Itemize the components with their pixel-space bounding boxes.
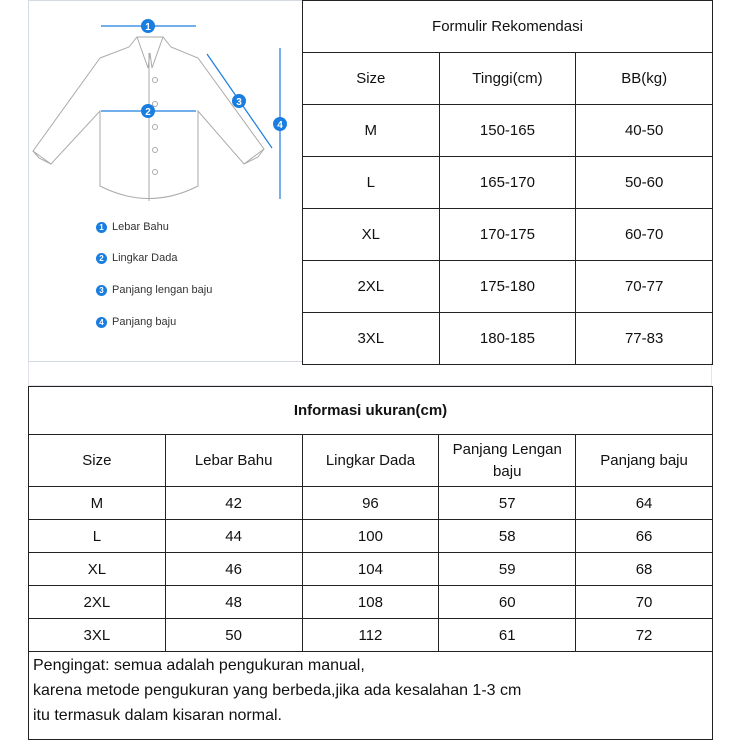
table-row: XL 170-175 60-70 [302, 208, 713, 261]
table-row: M 42 96 57 64 [28, 486, 713, 520]
table-cell: 64 [575, 486, 713, 520]
table-cell: 61 [438, 618, 577, 652]
table-cell: 104 [301, 552, 440, 586]
svg-text:1: 1 [145, 22, 151, 33]
table-cell: 70 [575, 585, 713, 619]
table-cell: 108 [301, 585, 440, 619]
table-cell: 100 [301, 519, 440, 553]
table-row: XL 46 104 59 68 [28, 552, 713, 586]
column-header: Panjang Lengan baju [438, 434, 577, 487]
svg-text:2: 2 [145, 107, 151, 118]
size-info-table: Informasi ukuran(cm) Size Lebar Bahu Lingk… [28, 386, 713, 652]
column-header: BB(kg) [575, 52, 713, 105]
table-row: L 165-170 50-60 [302, 156, 713, 209]
table-cell: 165-170 [438, 156, 577, 209]
table-cell: M [302, 104, 440, 157]
table-cell: 175-180 [438, 260, 577, 313]
legend-item: 2 Lingkar Dada [96, 252, 177, 264]
table-cell: 70-77 [575, 260, 713, 313]
table-cell: 77-83 [575, 312, 713, 365]
table-cell: 44 [164, 519, 303, 553]
shirt-diagram-panel: 1 2 3 4 1 Lebar Bahu 2 Lingkar Dada 3 Panjang… [28, 0, 303, 362]
table-row: 3XL 50 112 61 72 [28, 618, 713, 652]
table-cell: 50 [164, 618, 303, 652]
svg-text:4: 4 [277, 120, 283, 131]
table-cell: 170-175 [438, 208, 577, 261]
legend-item: 3 Panjang lengan baju [96, 284, 212, 296]
table-cell: XL [302, 208, 440, 261]
size-info-title: Informasi ukuran(cm) [28, 386, 713, 435]
table-cell: 46 [164, 552, 303, 586]
table-cell: 59 [438, 552, 577, 586]
table-row: 2XL 48 108 60 70 [28, 585, 713, 619]
note-line: itu termasuk dalam kisaran normal. [33, 707, 282, 724]
table-cell: 48 [164, 585, 303, 619]
table-cell: 96 [301, 486, 440, 520]
table-cell: 112 [301, 618, 440, 652]
note-line: karena metode pengukuran yang berbeda,ji… [33, 682, 522, 699]
measurement-note: Pengingat: semua adalah pengukuran manua… [28, 651, 713, 740]
table-cell: 50-60 [575, 156, 713, 209]
svg-text:3: 3 [236, 97, 242, 108]
table-row: L 44 100 58 66 [28, 519, 713, 553]
column-header: Panjang baju [575, 434, 713, 487]
table-cell: 58 [438, 519, 577, 553]
marker-3 [232, 94, 246, 108]
table-row: 3XL 180-185 77-83 [302, 312, 713, 365]
table-row: M 150-165 40-50 [302, 104, 713, 157]
column-header: Tinggi(cm) [438, 52, 577, 105]
table-cell: M [28, 486, 166, 520]
table-cell: 2XL [28, 585, 166, 619]
column-header: Size [28, 434, 166, 487]
table-cell: 42 [164, 486, 303, 520]
note-line: Pengingat: semua adalah pengukuran manua… [33, 657, 365, 674]
table-cell: L [302, 156, 440, 209]
marker-1 [141, 19, 155, 33]
table-cell: 180-185 [438, 312, 577, 365]
marker-2 [141, 104, 155, 118]
column-header: Lingkar Dada [301, 434, 440, 487]
legend-item: 4 Panjang baju [96, 316, 176, 328]
table-cell: 57 [438, 486, 577, 520]
table-cell: XL [28, 552, 166, 586]
recommendation-title: Formulir Rekomendasi [302, 0, 713, 53]
table-cell: 60 [438, 585, 577, 619]
legend-item: 1 Lebar Bahu [96, 221, 169, 233]
table-cell: 3XL [302, 312, 440, 365]
recommendation-table: Formulir Rekomendasi Size Tinggi(cm) BB(kg… [302, 0, 713, 365]
table-cell: 150-165 [438, 104, 577, 157]
column-header: Size [302, 52, 440, 105]
table-cell: 66 [575, 519, 713, 553]
table-row: 2XL 175-180 70-77 [302, 260, 713, 313]
table-cell: L [28, 519, 166, 553]
shirt-measurement-diagram: 1 2 3 4 [32, 19, 287, 201]
marker-4 [273, 117, 287, 131]
table-cell: 68 [575, 552, 713, 586]
table-cell: 40-50 [575, 104, 713, 157]
table-cell: 3XL [28, 618, 166, 652]
table-cell: 72 [575, 618, 713, 652]
table-cell: 2XL [302, 260, 440, 313]
spacer [28, 362, 712, 386]
table-cell: 60-70 [575, 208, 713, 261]
column-header: Lebar Bahu [164, 434, 303, 487]
